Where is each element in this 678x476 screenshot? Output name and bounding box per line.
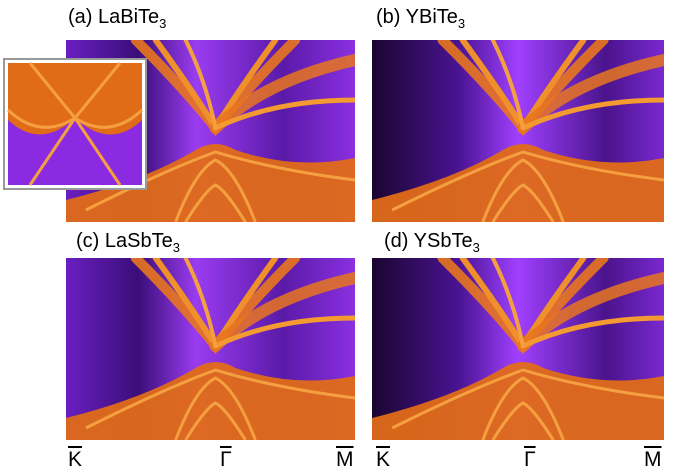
x-label: K bbox=[68, 448, 83, 471]
panel-label: (a) LaBiTe bbox=[68, 6, 160, 28]
panel-c bbox=[66, 258, 355, 440]
panel-d bbox=[372, 258, 664, 440]
panel-title: (c) LaSbTe3 bbox=[76, 230, 180, 255]
panel-subscript: 3 bbox=[472, 240, 480, 255]
panel-subscript: 3 bbox=[159, 16, 167, 31]
inset bbox=[3, 58, 147, 190]
panel-label: (c) LaSbTe bbox=[76, 230, 173, 252]
x-label: M bbox=[336, 448, 354, 471]
panel-title: (d) YSbTe3 bbox=[384, 230, 480, 255]
panel-title: (b) YBiTe3 bbox=[376, 6, 466, 31]
panel-b bbox=[372, 40, 664, 222]
panel-subscript: 3 bbox=[172, 240, 180, 255]
x-label: Γ bbox=[524, 448, 536, 471]
x-label: K bbox=[376, 448, 391, 471]
panel-label: (d) YSbTe bbox=[384, 230, 473, 252]
x-label: Γ bbox=[220, 448, 232, 471]
x-label: M bbox=[644, 448, 662, 471]
panel-subscript: 3 bbox=[457, 16, 466, 31]
panel-title: (a) LaBiTe3 bbox=[68, 6, 167, 31]
panel-label: (b) YBiTe bbox=[376, 6, 458, 28]
